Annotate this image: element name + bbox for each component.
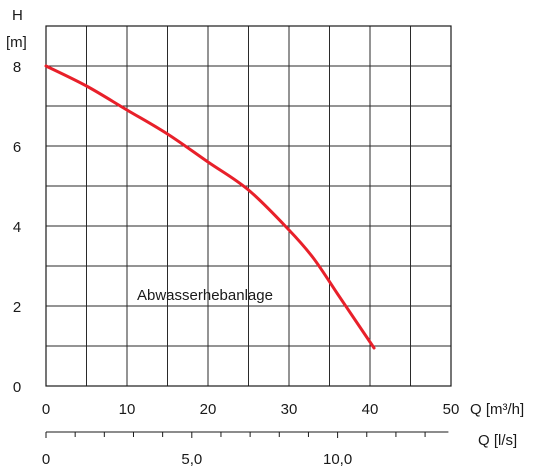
secondary-x-tick-label: 0 [42, 451, 50, 468]
y-tick-label: 2 [13, 299, 21, 316]
y-tick-label: 4 [13, 219, 21, 236]
y-tick-labels: 0 2 4 6 8 [13, 59, 21, 396]
x-axis-label: Q [m³/h] [470, 401, 524, 418]
secondary-x-axis-label: Q [l/s] [478, 432, 517, 449]
y-tick-label: 6 [13, 139, 21, 156]
y-axis-unit: [m] [6, 34, 27, 51]
secondary-x-tick-label: 10,0 [323, 451, 352, 468]
x-tick-label: 0 [42, 401, 50, 418]
secondary-x-axis [45, 431, 449, 438]
y-tick-label: 0 [13, 379, 21, 396]
x-tick-label: 40 [362, 401, 379, 418]
secondary-x-tick-labels: 0 5,0 10,0 [42, 451, 352, 468]
secondary-x-tick-label: 5,0 [181, 451, 202, 468]
plot-border [45, 25, 452, 387]
plot-frame [45, 25, 452, 387]
y-tick-label: 8 [13, 59, 21, 76]
x-tick-label: 30 [281, 401, 298, 418]
x-tick-labels: 0 10 20 30 40 50 [42, 401, 460, 418]
x-tick-label: 20 [200, 401, 217, 418]
x-tick-label: 50 [443, 401, 460, 418]
series-line-abwasserhebanlage [44, 64, 376, 350]
y-axis-label: H [12, 7, 23, 24]
series-label: Abwasserhebanlage [137, 287, 273, 304]
x-tick-label: 10 [119, 401, 136, 418]
grid [46, 26, 451, 386]
